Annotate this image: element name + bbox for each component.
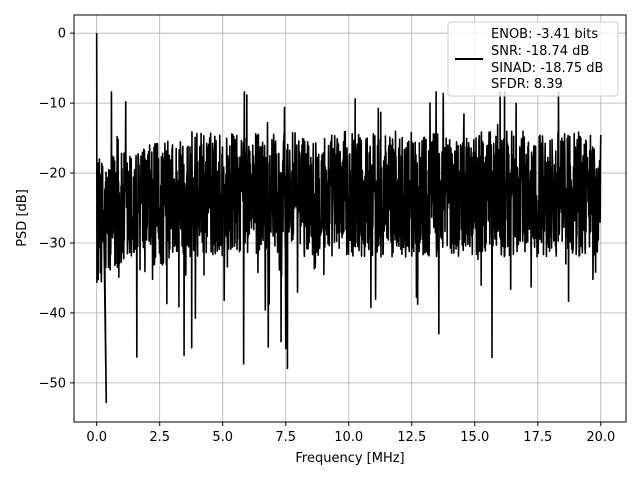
x-tick-label: 12.5 [397, 430, 426, 445]
x-tick-label: 5.0 [212, 430, 233, 445]
legend-entry: SINAD: -18.75 dB [491, 61, 603, 76]
x-axis-ticks: 0.0 2.5 5.0 7.5 10.0 12.5 15.0 17.5 20.0 [86, 422, 615, 445]
y-tick-label: −40 [39, 306, 66, 321]
psd-line [95, 33, 602, 404]
x-tick-label: 15.0 [460, 430, 489, 445]
y-axis-label: PSD [dB] [15, 189, 30, 247]
y-tick-label: −10 [39, 97, 66, 112]
y-tick-label: 0 [58, 27, 66, 42]
y-tick-label: −50 [39, 376, 66, 391]
x-tick-label: 0.0 [86, 430, 107, 445]
legend-entry: SFDR: 8.39 [491, 77, 563, 92]
x-tick-label: 2.5 [149, 430, 170, 445]
legend-box [447, 21, 619, 97]
series-group [95, 33, 602, 404]
legend-entry: ENOB: -3.41 bits [491, 27, 598, 42]
x-tick-label: 17.5 [523, 430, 552, 445]
y-axis-ticks: 0 −10 −20 −30 −40 −50 [39, 27, 74, 391]
y-tick-label: −20 [39, 167, 66, 182]
legend: ENOB: -3.41 bits SNR: -18.74 dB SINAD: -… [447, 21, 619, 97]
x-tick-label: 7.5 [275, 430, 296, 445]
x-axis-label: Frequency [MHz] [295, 451, 404, 466]
plot-frame [73, 14, 627, 423]
x-tick-label: 10.0 [334, 430, 363, 445]
x-tick-label: 20.0 [586, 430, 615, 445]
legend-entry: SNR: -18.74 dB [491, 44, 589, 59]
y-tick-label: −30 [39, 236, 66, 251]
